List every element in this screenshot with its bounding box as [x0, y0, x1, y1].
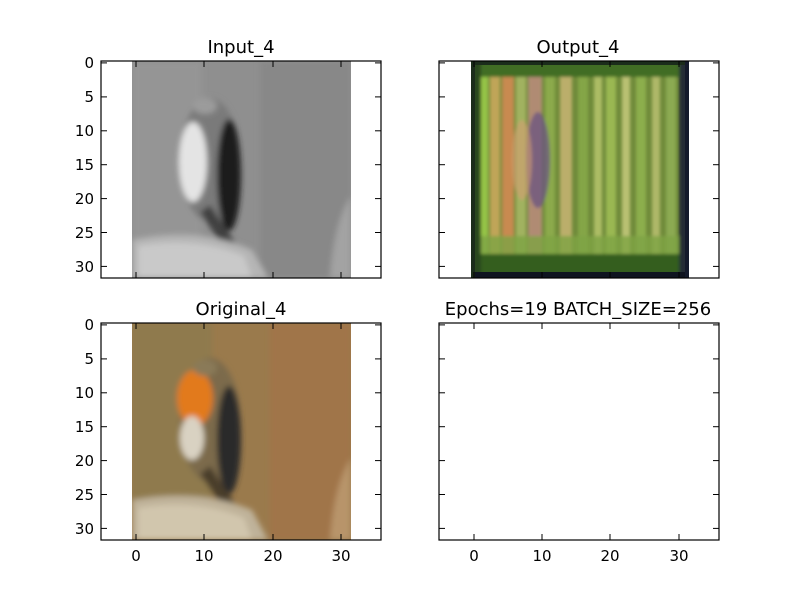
y-axis: [439, 324, 719, 529]
subplot-title: Original_4: [196, 299, 287, 320]
x-tick-label: 0: [131, 547, 141, 565]
y-tick-label: 20: [75, 452, 94, 470]
y-axis: 0 5 10 15 20 25 30: [75, 316, 381, 538]
x-tick-label: 20: [263, 547, 282, 565]
subplot-input: Input_4: [75, 37, 382, 279]
axes-frame: [100, 60, 382, 279]
y-tick-label: 5: [84, 88, 94, 106]
rgb-image: [471, 61, 689, 278]
subplot-title: Epochs=19 BATCH_SIZE=256: [445, 299, 711, 320]
y-tick-label: 0: [84, 54, 94, 72]
y-tick-label: 25: [75, 486, 94, 504]
x-tick-label: 10: [532, 547, 551, 565]
axes-frame: [438, 60, 720, 279]
subplot-params: Epochs=19 BATCH_SIZE=256 0 10 20 30: [438, 299, 720, 565]
y-tick-label: 5: [84, 350, 94, 368]
axes-frame: [100, 322, 382, 541]
y-tick-label: 10: [75, 122, 94, 140]
x-tick-label: 30: [669, 547, 688, 565]
y-tick-label: 30: [75, 258, 94, 276]
y-tick-label: 15: [75, 156, 94, 174]
subplot-title: Input_4: [207, 37, 274, 58]
y-tick-label: 30: [75, 520, 94, 538]
y-tick-label: 10: [75, 384, 94, 402]
subplot-original: Original_4: [75, 299, 382, 565]
x-axis: 0 10 20 30: [469, 323, 689, 565]
subplot-title: Output_4: [537, 37, 620, 58]
x-tick-label: 20: [600, 547, 619, 565]
y-tick-label: 15: [75, 418, 94, 436]
x-axis: [135, 61, 342, 278]
y-tick-label: 20: [75, 190, 94, 208]
x-axis: 0 10 20 30: [131, 323, 351, 565]
x-tick-label: 0: [469, 547, 479, 565]
grayscale-image: [132, 61, 351, 278]
rgb-image: [132, 323, 351, 540]
y-axis: 0 5 10 15 20 25 30: [75, 54, 381, 276]
subplot-output: Output_4: [438, 37, 720, 279]
y-axis: [439, 62, 719, 267]
x-tick-label: 30: [331, 547, 350, 565]
y-tick-label: 25: [75, 224, 94, 242]
axes-frame: [438, 322, 720, 541]
y-tick-label: 0: [84, 316, 94, 334]
x-axis: [473, 61, 680, 278]
x-tick-label: 10: [194, 547, 213, 565]
